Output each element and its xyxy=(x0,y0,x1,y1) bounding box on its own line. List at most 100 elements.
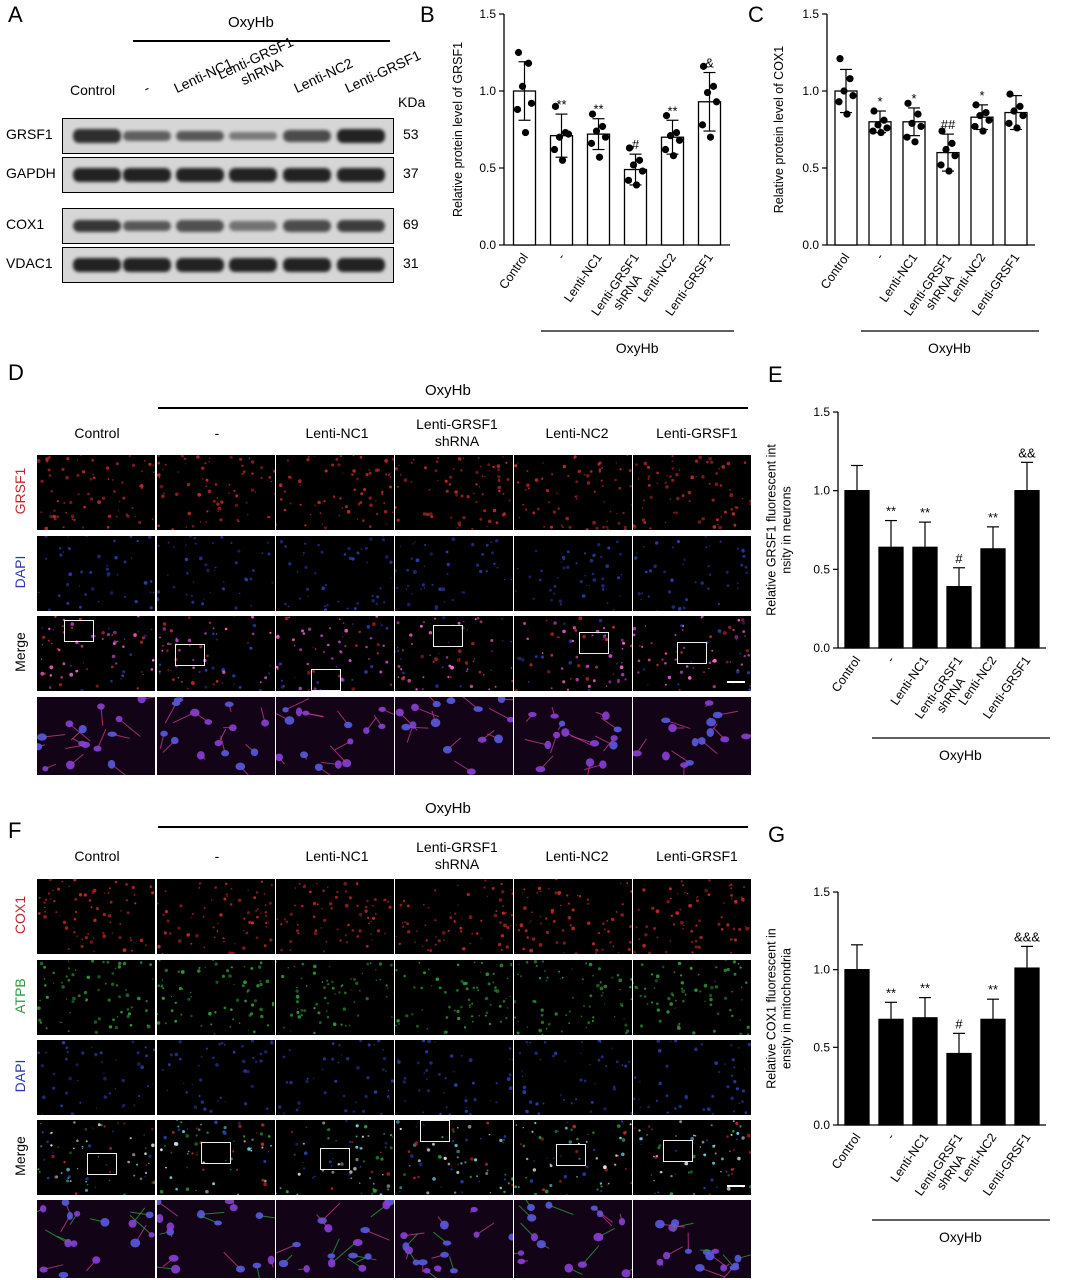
micrograph xyxy=(516,879,632,954)
data-point xyxy=(672,128,681,137)
data-point xyxy=(638,167,647,175)
data-point xyxy=(938,127,946,135)
panel-label-e: E xyxy=(768,362,783,387)
data-point xyxy=(945,167,953,175)
x-tick-label: Control xyxy=(818,251,853,292)
bar xyxy=(586,133,611,246)
bar xyxy=(844,969,870,1126)
chart-g: 0.0 0.5 1.0 1.5 Relative COX1 fluorescent in… xyxy=(765,885,1050,1245)
micrograph xyxy=(276,616,393,691)
y-label-line: nsity in neurons xyxy=(780,486,794,574)
column-header: Control xyxy=(37,848,157,865)
bar xyxy=(1014,967,1040,1126)
significance-mark: ** xyxy=(667,103,677,118)
column-header: Lenti-NC2 xyxy=(517,425,637,442)
roi-box xyxy=(87,1153,117,1175)
blot-strip-vdac1 xyxy=(62,247,394,283)
image-cell xyxy=(514,536,632,611)
blot-treatment-label: OxyHb xyxy=(228,14,274,31)
micrograph-zoom xyxy=(37,1200,155,1278)
image-zoom-cell xyxy=(37,1200,155,1278)
image-cell xyxy=(276,1120,394,1195)
roi-box xyxy=(175,644,205,666)
blot-kda-vdac1: 31 xyxy=(403,255,419,271)
micrograph xyxy=(396,1040,513,1115)
data-point xyxy=(843,110,851,118)
data-point xyxy=(840,87,848,95)
data-point xyxy=(903,133,911,141)
micrograph-zoom xyxy=(514,1200,632,1278)
bar xyxy=(1004,111,1028,246)
x-tick-label: - xyxy=(884,1131,898,1142)
data-point xyxy=(595,153,604,161)
blot-row-label-cox1: COX1 xyxy=(6,216,45,232)
x-tick-label: Control xyxy=(829,1131,864,1172)
image-zoom-cell xyxy=(395,697,513,775)
column-header: Lenti-NC1 xyxy=(277,848,397,865)
significance-mark: ** xyxy=(886,504,896,519)
micrograph xyxy=(40,616,155,691)
image-cell xyxy=(157,960,275,1035)
blot-band xyxy=(229,258,277,272)
image-cell xyxy=(395,536,513,611)
column-header-text: Lenti-NC2 xyxy=(545,425,609,441)
image-cell xyxy=(514,1120,632,1195)
image-row-label: GRSF1 xyxy=(12,467,28,515)
micrograph xyxy=(161,1040,274,1115)
micrograph xyxy=(633,879,750,954)
data-point xyxy=(551,102,560,110)
blot-band xyxy=(73,168,121,182)
column-header-text: Lenti-GRSF1 xyxy=(416,839,498,855)
group-label: OxyHb xyxy=(928,340,971,356)
f-treatment-label: OxyHb xyxy=(425,800,471,817)
micrograph xyxy=(396,1120,513,1195)
micrograph xyxy=(633,1040,751,1115)
micrograph-zoom xyxy=(655,1219,751,1278)
bar xyxy=(868,121,892,246)
roi-box xyxy=(320,1148,350,1170)
blot-band xyxy=(176,258,224,272)
micrograph xyxy=(38,536,155,611)
image-zoom-cell xyxy=(157,1200,275,1278)
image-row-label: Merge xyxy=(12,632,28,672)
micrograph xyxy=(37,455,155,530)
blot-treatment-line xyxy=(133,40,390,42)
roi-box xyxy=(556,1144,586,1166)
data-point xyxy=(835,98,843,106)
micrograph xyxy=(158,616,272,691)
y-tick-label: 0.0 xyxy=(802,238,819,252)
group-label: OxyHb xyxy=(939,1229,982,1245)
data-point xyxy=(675,136,684,144)
micrograph xyxy=(159,1120,272,1195)
y-tick-label: 0.5 xyxy=(813,562,830,576)
micrograph-zoom xyxy=(37,697,155,775)
data-point xyxy=(911,138,919,146)
data-point xyxy=(629,161,638,169)
micrograph xyxy=(514,1120,632,1195)
blot-band xyxy=(73,258,121,272)
image-cell xyxy=(633,616,751,691)
image-cell xyxy=(395,879,513,954)
y-label-line: ensity in mitochondria xyxy=(780,948,794,1069)
data-point xyxy=(555,133,564,141)
data-point xyxy=(706,133,715,141)
image-cell xyxy=(514,1040,632,1115)
image-zoom-cell xyxy=(395,1200,513,1278)
data-point xyxy=(564,130,573,138)
y-tick-label: 0.5 xyxy=(479,161,496,175)
micrograph xyxy=(37,1121,155,1195)
micrograph xyxy=(515,616,632,691)
data-point xyxy=(877,128,885,137)
image-cell xyxy=(395,455,513,530)
data-point xyxy=(550,145,559,154)
image-row-label: COX1 xyxy=(12,895,28,935)
bar xyxy=(946,585,972,649)
blot-band xyxy=(337,258,385,272)
blot-band xyxy=(283,130,331,142)
y-tick-label: 1.5 xyxy=(813,885,830,899)
blot-band xyxy=(229,221,277,231)
data-point xyxy=(588,110,597,118)
y-tick-label: 0.5 xyxy=(802,161,819,175)
image-cell xyxy=(633,879,751,954)
image-cell xyxy=(276,1040,394,1115)
